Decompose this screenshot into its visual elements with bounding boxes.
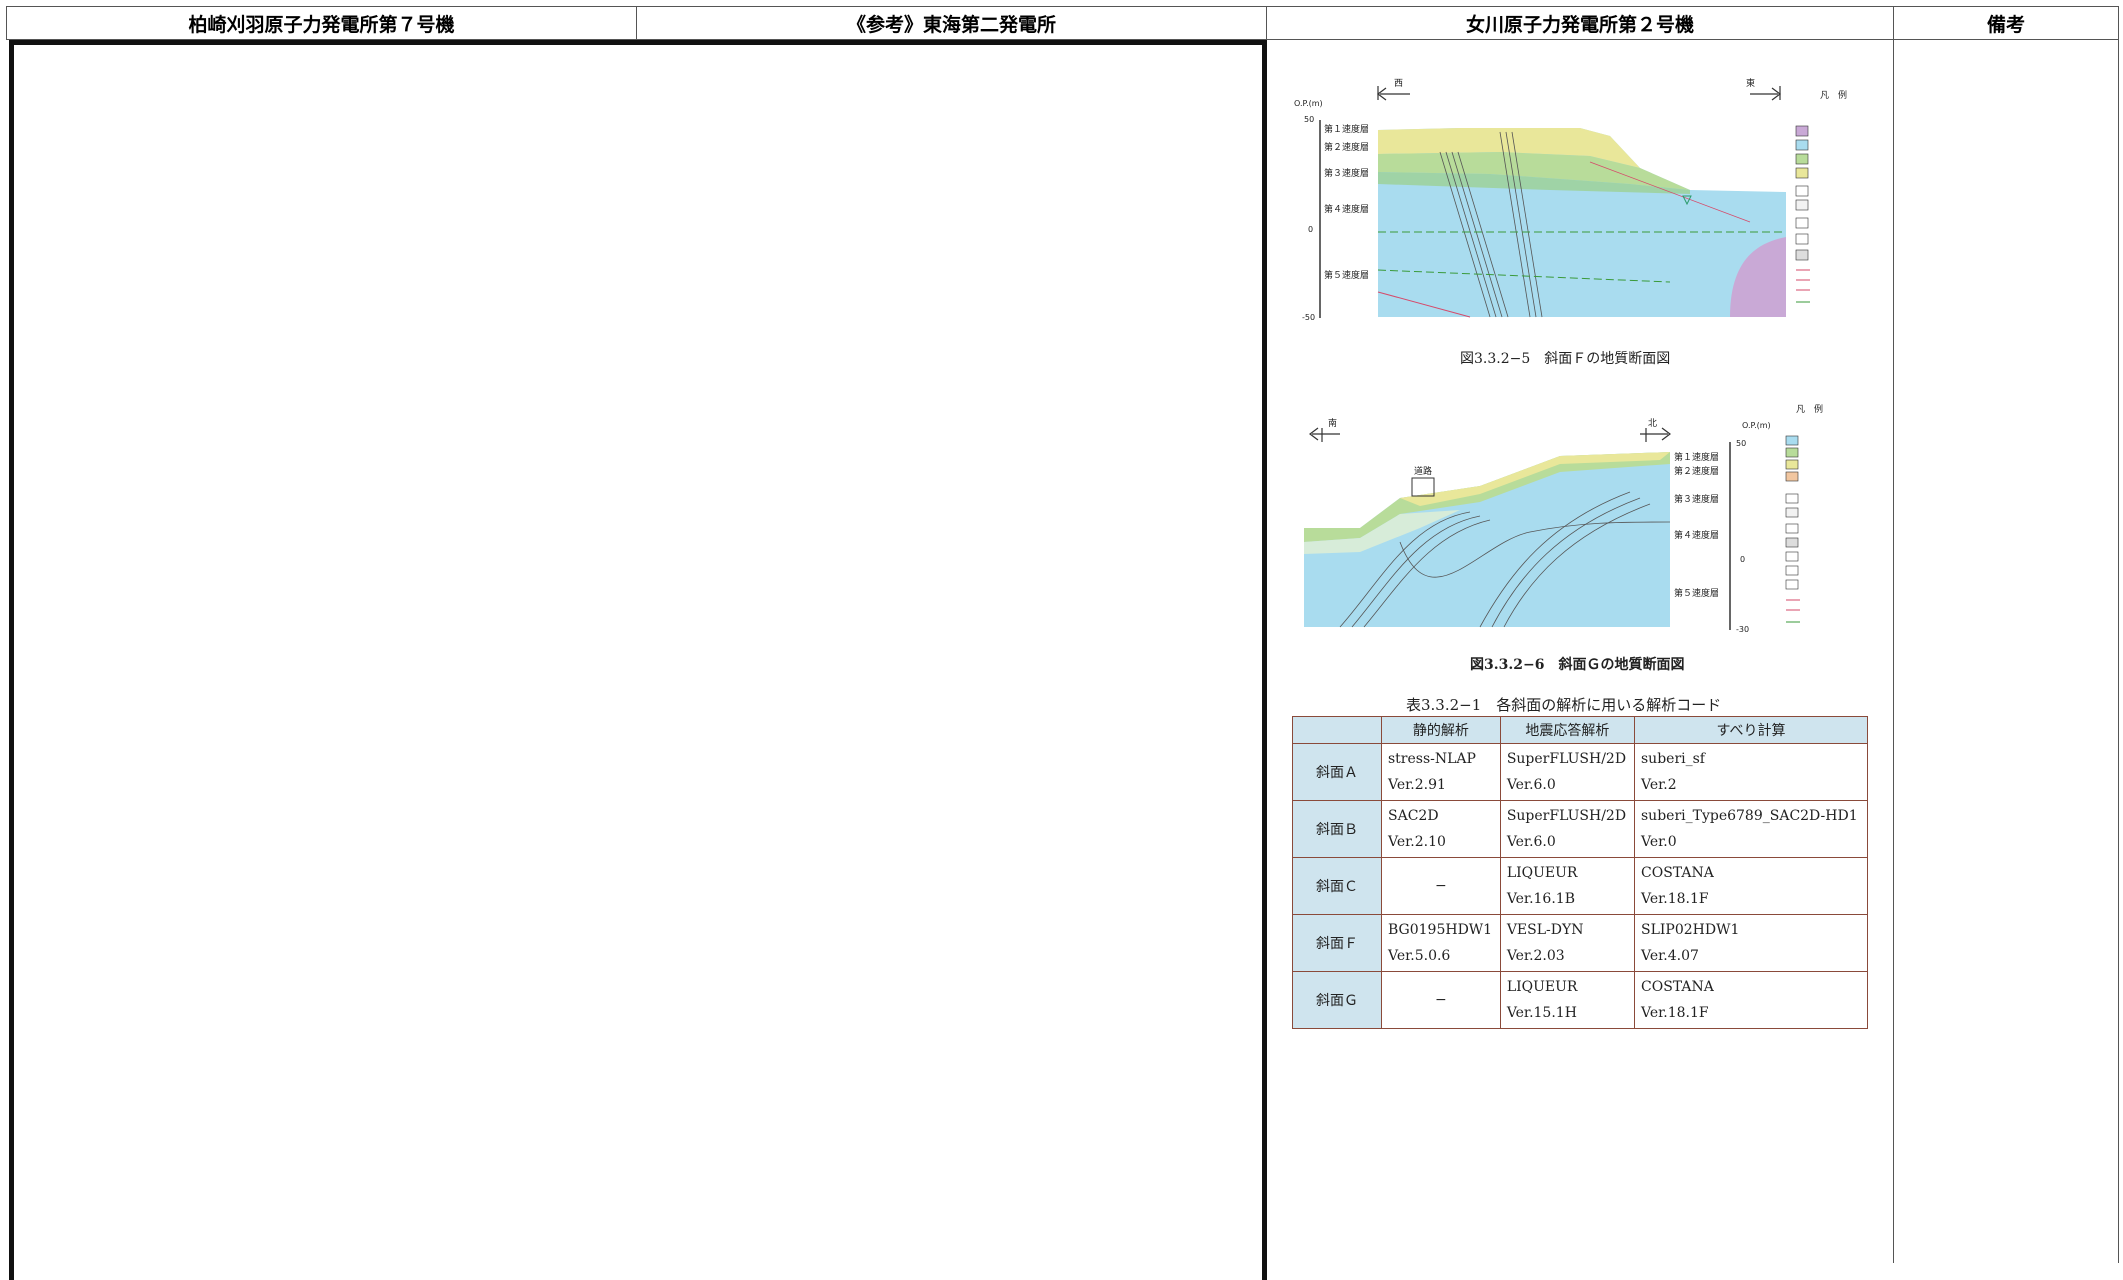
layer-4: 第４速度層 — [1674, 529, 1719, 541]
row-static: BG0195HDW1 Ver.5.0.6 — [1381, 914, 1501, 972]
table-header-static: 静的解析 — [1381, 716, 1501, 744]
tick-minus30: -30 — [1736, 625, 1749, 634]
layer-5: 第５速度層 — [1674, 587, 1719, 599]
layer-5: 第５速度層 — [1324, 269, 1369, 281]
figure-f-cross-section: 西 東 O.P.(m) 50 0 -50 第１速度層 第２速度層 第３速度層 第… — [1294, 77, 1847, 322]
figure-f-caption: 図3.3.2−5 斜面Ｆの地質断面図 — [1460, 351, 1671, 367]
slip-code: suberi_Type6789_SAC2D-HD1 — [1641, 808, 1858, 824]
seismic-version: Ver.15.1H — [1506, 1005, 1577, 1021]
layer-4: 第４速度層 — [1324, 203, 1369, 215]
header-col3: 女川原子力発電所第２号機 — [1266, 6, 1894, 40]
table-header-slip: すべり計算 — [1634, 716, 1868, 744]
row-slip: COSTANA Ver.18.1F — [1634, 857, 1868, 915]
row-slip: SLIP02HDW1 Ver.4.07 — [1634, 914, 1868, 972]
direction-south: 南 — [1328, 417, 1337, 429]
seismic-version: Ver.6.0 — [1506, 777, 1556, 793]
row-slope: 斜面Ｇ — [1292, 971, 1382, 1029]
table-caption: 表3.3.2−1 各斜面の解析に用いる解析コード — [1406, 696, 1722, 714]
column-divider-right — [2118, 40, 2119, 1263]
header-col2: 《参考》東海第二発電所 — [636, 6, 1267, 40]
header-col4: 備考 — [1893, 6, 2119, 40]
row-seismic: LIQUEUR Ver.15.1H — [1499, 971, 1636, 1029]
layer-3: 第３速度層 — [1324, 167, 1369, 179]
seismic-code: LIQUEUR — [1506, 865, 1578, 881]
static-code: − — [1435, 878, 1447, 894]
seismic-version: Ver.2.03 — [1506, 948, 1565, 964]
row-static: − — [1381, 971, 1501, 1029]
row-static: stress-NLAP Ver.2.91 — [1381, 743, 1501, 801]
row-slip: COSTANA Ver.18.1F — [1634, 971, 1868, 1029]
static-code: BG0195HDW1 — [1388, 922, 1493, 938]
seismic-code: VESL-DYN — [1506, 922, 1584, 938]
static-code: SAC2D — [1388, 808, 1439, 824]
layer-2: 第２速度層 — [1674, 465, 1719, 477]
seismic-code: LIQUEUR — [1506, 979, 1578, 995]
seismic-code: SuperFLUSH/2D — [1506, 751, 1627, 767]
table-row: 斜面Ｇ − LIQUEUR Ver.15.1H COSTANA Ver.18.1F — [1292, 971, 1868, 1029]
legend-title: 凡 例 — [1820, 89, 1847, 101]
slip-code: COSTANA — [1641, 865, 1714, 881]
slip-version: Ver.2 — [1641, 777, 1677, 793]
table-header-blank — [1292, 716, 1382, 744]
row-seismic: LIQUEUR Ver.16.1B — [1499, 857, 1636, 915]
row-slip: suberi_sf Ver.2 — [1634, 743, 1868, 801]
direction-north: 北 — [1648, 418, 1657, 429]
slip-version: Ver.18.1F — [1641, 1005, 1709, 1021]
table-header-row: 静的解析 地震応答解析 すべり計算 — [1292, 716, 1868, 744]
slip-code: suberi_sf — [1641, 751, 1705, 767]
row-static: − — [1381, 857, 1501, 915]
direction-east: 東 — [1746, 77, 1755, 89]
tick-50: 50 — [1736, 439, 1746, 448]
table-row: 斜面Ａ stress-NLAP Ver.2.91 SuperFLUSH/2D Ver… — [1292, 743, 1868, 801]
row-seismic: SuperFLUSH/2D Ver.6.0 — [1499, 743, 1636, 801]
left-columns-frame — [9, 40, 1267, 1280]
figure-g-cross-section: 南 北 道路 O.P.(m) 50 0 -30 第１速度層 第２速度層 第３速度… — [1304, 403, 1823, 634]
analysis-code-table: 静的解析 地震応答解析 すべり計算 斜面Ａ stress-NLAP Ver.2.9… — [1292, 716, 1868, 1029]
layer-3: 第３速度層 — [1674, 493, 1719, 505]
static-version: Ver.2.91 — [1388, 777, 1446, 793]
row-slope: 斜面Ｂ — [1292, 800, 1382, 858]
slip-code: COSTANA — [1641, 979, 1714, 995]
header-col1: 柏崎刈羽原子力発電所第７号機 — [6, 6, 637, 40]
road-label: 道路 — [1414, 465, 1432, 477]
row-seismic: VESL-DYN Ver.2.03 — [1499, 914, 1636, 972]
seismic-code: SuperFLUSH/2D — [1506, 808, 1627, 824]
row-static: SAC2D Ver.2.10 — [1381, 800, 1501, 858]
slip-version: Ver.4.07 — [1641, 948, 1699, 964]
legend-title: 凡 例 — [1796, 403, 1823, 415]
tick-minus50: -50 — [1302, 313, 1315, 322]
table-header-seismic: 地震応答解析 — [1499, 716, 1636, 744]
layer-2: 第２速度層 — [1324, 141, 1369, 153]
legend-swatches — [1795, 125, 1810, 303]
axis-label: O.P.(m) — [1742, 421, 1771, 430]
layer-1: 第１速度層 — [1324, 123, 1369, 135]
row-slope: 斜面Ｆ — [1292, 914, 1382, 972]
static-version: Ver.5.0.6 — [1388, 948, 1451, 964]
figure-g-caption: 図3.3.2−6 斜面Ｇの地質断面図 — [1470, 657, 1685, 673]
row-slope: 斜面Ａ — [1292, 743, 1382, 801]
direction-west: 西 — [1394, 78, 1403, 89]
slip-version: Ver.0 — [1641, 834, 1677, 850]
seismic-version: Ver.6.0 — [1506, 834, 1556, 850]
column-divider-3-4 — [1893, 40, 1894, 1263]
row-slip: suberi_Type6789_SAC2D-HD1 Ver.0 — [1634, 800, 1868, 858]
tick-0: 0 — [1308, 225, 1313, 234]
layer-1: 第１速度層 — [1674, 451, 1719, 463]
table-row: 斜面Ｂ SAC2D Ver.2.10 SuperFLUSH/2D Ver.6.0 s… — [1292, 800, 1868, 858]
table-row: 斜面Ｆ BG0195HDW1 Ver.5.0.6 VESL-DYN Ver.2.03… — [1292, 914, 1868, 972]
slip-code: SLIP02HDW1 — [1641, 922, 1740, 938]
table-row: 斜面Ｃ − LIQUEUR Ver.16.1B COSTANA Ver.18.1F — [1292, 857, 1868, 915]
row-seismic: SuperFLUSH/2D Ver.6.0 — [1499, 800, 1636, 858]
seismic-version: Ver.16.1B — [1506, 891, 1575, 907]
static-version: Ver.2.10 — [1388, 834, 1446, 850]
static-code: stress-NLAP — [1388, 751, 1476, 767]
static-code: − — [1435, 992, 1447, 1008]
axis-label: O.P.(m) — [1294, 99, 1323, 108]
legend-swatches — [1785, 435, 1800, 623]
tick-50: 50 — [1304, 115, 1314, 124]
row-slope: 斜面Ｃ — [1292, 857, 1382, 915]
slip-version: Ver.18.1F — [1641, 891, 1709, 907]
tick-0: 0 — [1740, 555, 1745, 564]
